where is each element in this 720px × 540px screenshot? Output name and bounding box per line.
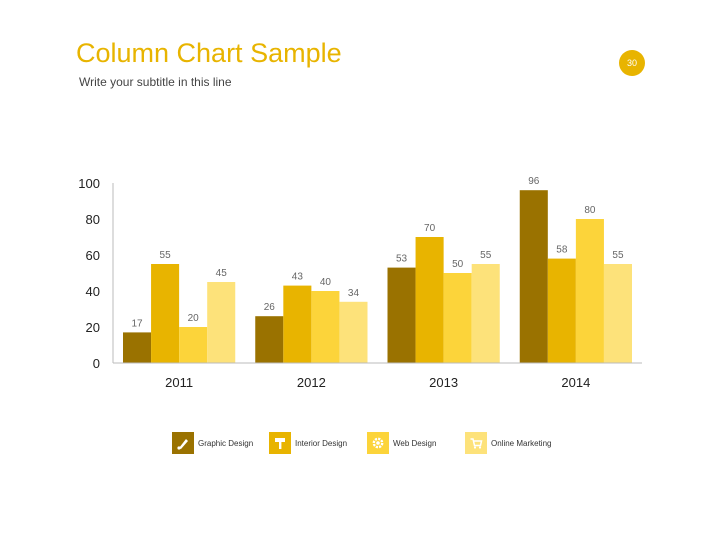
y-tick-label: 60 [86, 248, 100, 263]
data-label: 20 [188, 313, 200, 324]
data-label: 26 [264, 302, 276, 313]
legend-swatch-web-design [367, 432, 389, 454]
data-label: 80 [584, 205, 596, 216]
legend-swatch-online-marketing [465, 432, 487, 454]
bar [519, 190, 548, 363]
bar [179, 327, 208, 363]
y-tick-label: 0 [93, 356, 100, 371]
bar [207, 282, 236, 363]
data-label: 45 [216, 268, 228, 279]
bar [151, 264, 180, 363]
data-label: 53 [396, 254, 408, 265]
data-label: 40 [320, 277, 332, 288]
data-label: 58 [556, 245, 568, 256]
bar [255, 316, 284, 363]
data-label: 96 [528, 176, 540, 187]
data-label: 55 [480, 250, 492, 261]
data-label: 34 [348, 288, 360, 299]
page-title: Column Chart Sample [76, 38, 342, 68]
legend-label-online-marketing: Online Marketing [491, 438, 552, 448]
y-tick-label: 100 [78, 176, 100, 191]
x-tick-label: 2013 [429, 375, 458, 390]
bar [603, 264, 632, 363]
data-label: 17 [131, 318, 143, 329]
x-tick-label: 2014 [561, 375, 590, 390]
data-label: 55 [160, 250, 172, 261]
data-label: 43 [292, 272, 304, 283]
data-label: 50 [452, 259, 464, 270]
data-label: 70 [424, 223, 436, 234]
bar [547, 258, 576, 363]
bar [443, 273, 472, 363]
legend-item-graphic-design: Graphic Design [172, 431, 253, 455]
legend-swatch-graphic-design [172, 432, 194, 454]
legend-item-online-marketing: Online Marketing [465, 431, 551, 455]
cart-icon [470, 438, 483, 449]
bar [283, 285, 312, 363]
page-subtitle: Write your subtitle in this line [79, 75, 232, 89]
legend-item-web-design: Web Design [367, 431, 436, 455]
bar [415, 237, 444, 363]
y-tick-label: 40 [86, 284, 100, 299]
x-tick-label: 2011 [165, 375, 193, 390]
gear-icon [372, 437, 384, 449]
bar [575, 219, 604, 363]
bar [311, 291, 340, 363]
bar [471, 264, 500, 363]
legend-swatch-interior-design [269, 432, 291, 454]
brush-icon [177, 439, 188, 450]
bar [123, 332, 152, 363]
paint-roller-icon [275, 438, 285, 449]
legend-label-interior-design: Interior Design [295, 438, 348, 448]
bar [387, 267, 416, 363]
legend-label-graphic-design: Graphic Design [198, 438, 254, 448]
y-tick-label: 20 [86, 320, 100, 335]
x-tick-label: 2012 [297, 375, 326, 390]
page-number-badge: 30 [619, 50, 645, 76]
bar [339, 301, 368, 363]
data-label: 55 [612, 250, 624, 261]
legend-label-web-design: Web Design [393, 438, 437, 448]
y-tick-label: 80 [86, 212, 100, 227]
legend-item-interior-design: Interior Design [269, 431, 347, 455]
